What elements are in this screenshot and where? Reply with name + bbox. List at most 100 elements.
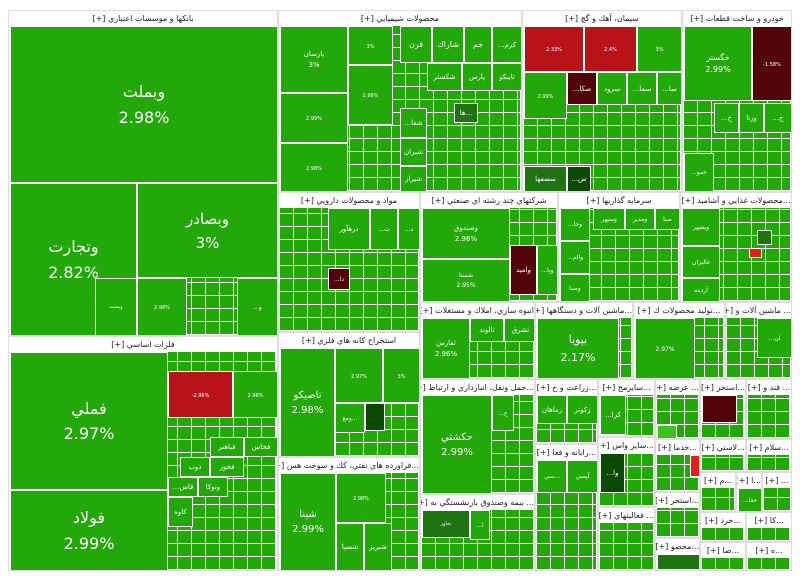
stock-tile[interactable]: 2.98%	[280, 143, 348, 191]
stock-tile[interactable]: 2.99%	[524, 72, 567, 119]
stock-tile[interactable]: دا...	[328, 268, 350, 290]
stock-tile[interactable]: ...ها	[454, 103, 478, 123]
stock-tile[interactable]: درهآور	[328, 208, 370, 250]
stock-tile[interactable]: غاليزان	[682, 246, 720, 278]
stock-tile[interactable]: ويشهر	[682, 208, 720, 246]
stock-tile[interactable]: ح...	[492, 395, 514, 431]
stock-tile[interactable]: پارس	[462, 63, 492, 91]
stock-tile[interactable]: فباهنر	[210, 437, 244, 457]
sector-header[interactable]: محصولات شيميايي [+]	[360, 14, 440, 23]
stock-tile[interactable]: سما...	[627, 72, 657, 105]
stock-tile[interactable]: شيراز	[400, 166, 427, 191]
sector-header[interactable]: ...زراعت و خ [+]	[536, 383, 597, 392]
sector-header[interactable]: ...استخر [+]	[701, 383, 745, 392]
stock-tile[interactable]: تاصيكو 2.98%	[280, 348, 335, 456]
stock-tile[interactable]: آپسي	[567, 460, 597, 493]
stock-tile[interactable]: وسپهر	[593, 208, 625, 230]
stock-tile[interactable]: 2.97%	[335, 348, 383, 403]
sector-header[interactable]: ... [+]	[765, 476, 789, 485]
stock-tile[interactable]: شكستر	[427, 63, 462, 91]
stock-tile[interactable]: جم	[464, 26, 492, 63]
stock-tile[interactable]: 2.4%	[584, 26, 637, 72]
stock-tile[interactable]: سصفها	[524, 166, 567, 191]
stock-tile[interactable]: 3%	[637, 26, 681, 72]
stock-tile[interactable]: كاوه	[168, 497, 193, 527]
stock-tile[interactable]: سا...	[657, 72, 681, 105]
sector-header[interactable]: ...استخر [+]	[656, 496, 699, 505]
stock-tile[interactable]: ثالوند	[470, 318, 504, 342]
sector-header[interactable]: ...حمل ونقل، انبارداري و ارتباط [+]	[421, 383, 534, 392]
stock-tile[interactable]: س...	[567, 166, 591, 191]
stock-tile[interactable]: واميد	[510, 245, 537, 295]
stock-tile[interactable]: شاراك	[432, 26, 464, 63]
stock-tile[interactable]: شپنا 2.99%	[280, 473, 336, 570]
sector-header[interactable]: سرمايه گذاريها [+]	[586, 196, 652, 205]
stock-tile[interactable]: فاس...	[168, 477, 198, 497]
stock-tile[interactable]: 3%	[383, 348, 419, 403]
sector-header[interactable]: سيمان، آهك و گچ [+]	[565, 14, 639, 23]
stock-tile[interactable]: وصندوق 2.96%	[422, 208, 510, 259]
stock-tile[interactable]: صبا	[655, 208, 679, 230]
sector-header[interactable]: ... عرضه [+]	[656, 383, 699, 392]
stock-tile[interactable]: زكوثر	[567, 395, 597, 424]
stock-tile[interactable]: فخوز	[210, 457, 244, 477]
stock-tile[interactable]: ورنا	[739, 103, 764, 133]
stock-tile[interactable]: 2.33%	[524, 26, 584, 72]
sector-header[interactable]: بانكها و موسسات اعتباري [+]	[92, 14, 194, 23]
stock-tile[interactable]: حفا...	[738, 488, 761, 511]
sector-header[interactable]: ...سلام [+]	[749, 443, 789, 452]
stock-tile[interactable]: -1.58%	[752, 26, 791, 101]
stock-tile[interactable]: ومدير	[625, 208, 655, 230]
sector-header[interactable]: ...رايانه و فعا [+]	[536, 448, 597, 457]
stock-tile[interactable]: ذوب	[180, 457, 210, 477]
stock-tile[interactable]	[749, 248, 762, 258]
sector-header[interactable]: ...خدما [+]	[658, 443, 697, 452]
stock-tile[interactable]: بپويا 2.17%	[537, 318, 619, 378]
sector-header[interactable]: ...خرد [+]	[704, 516, 742, 525]
sector-header[interactable]: ...صا [+]	[706, 546, 740, 555]
stock-tile[interactable]: ان...	[757, 318, 791, 358]
stock-tile[interactable]: خ...	[714, 103, 739, 133]
stock-tile[interactable]: كرم...	[492, 26, 521, 63]
stock-tile[interactable]: 2.98%	[233, 371, 277, 418]
stock-tile[interactable]: شستا 2.95%	[422, 259, 510, 301]
stock-tile[interactable]: وخا...	[560, 208, 590, 241]
stock-tile[interactable]: پارسان 3%	[280, 26, 348, 93]
stock-tile[interactable]: ا...	[470, 510, 490, 540]
stock-tile[interactable]: صكا...	[567, 72, 597, 105]
stock-tile[interactable]: فولاد 2.99%	[10, 490, 168, 570]
sector-header[interactable]: خودرو و ساخت قطعات [+]	[690, 14, 784, 23]
stock-tile[interactable]: و...	[237, 278, 277, 335]
stock-tile[interactable]: وصنا	[560, 274, 590, 301]
stock-tile[interactable]: ثفارس 2.96%	[422, 318, 470, 378]
sector-header[interactable]: ...كا [+]	[754, 516, 784, 525]
sector-header[interactable]: مواد و محصولات دارويي [+]	[300, 196, 398, 205]
stock-tile[interactable]: د...	[398, 208, 419, 250]
stock-tile[interactable]: شبريز	[364, 523, 392, 570]
stock-tile[interactable]: فملي 2.97%	[10, 352, 168, 490]
sector-header[interactable]: ...ساير واس [+]	[599, 441, 654, 450]
stock-tile[interactable]: ونوكا	[198, 477, 228, 497]
stock-tile[interactable]: قرن	[400, 26, 432, 63]
sector-header[interactable]: ...م [+]	[703, 476, 733, 485]
stock-tile[interactable]: 2.99%	[280, 93, 348, 143]
stock-tile[interactable]	[657, 425, 677, 438]
stock-tile[interactable]: -2.96%	[168, 371, 233, 418]
stock-tile[interactable]: وپست	[95, 278, 137, 335]
stock-tile[interactable]: وا...	[600, 453, 625, 493]
sector-header[interactable]: ...ه [+]	[755, 546, 783, 555]
stock-tile[interactable]	[657, 554, 699, 570]
sector-header[interactable]: ... فعاليتهاي [+]	[599, 511, 654, 520]
stock-tile[interactable]: وبملت 2.98%	[10, 26, 277, 183]
sector-header[interactable]: ...توليد محصولات ك [+]	[637, 306, 721, 315]
stock-tile[interactable]	[365, 403, 385, 431]
stock-tile[interactable]: حكشتي 2.99%	[422, 395, 492, 493]
stock-tile[interactable]: شسپا	[336, 523, 364, 570]
sector-header[interactable]: انبوه سازي، املاك و مستغلات [+]	[421, 306, 534, 315]
stock-tile[interactable]: 2.98%	[336, 473, 386, 523]
stock-tile[interactable]: بخاور	[422, 510, 470, 538]
sector-header[interactable]: ...لاستي [+]	[701, 443, 745, 452]
sector-header[interactable]: ... قند و [+]	[747, 383, 791, 392]
stock-tile[interactable]: فخاس	[244, 437, 277, 457]
stock-tile[interactable]	[702, 395, 737, 423]
